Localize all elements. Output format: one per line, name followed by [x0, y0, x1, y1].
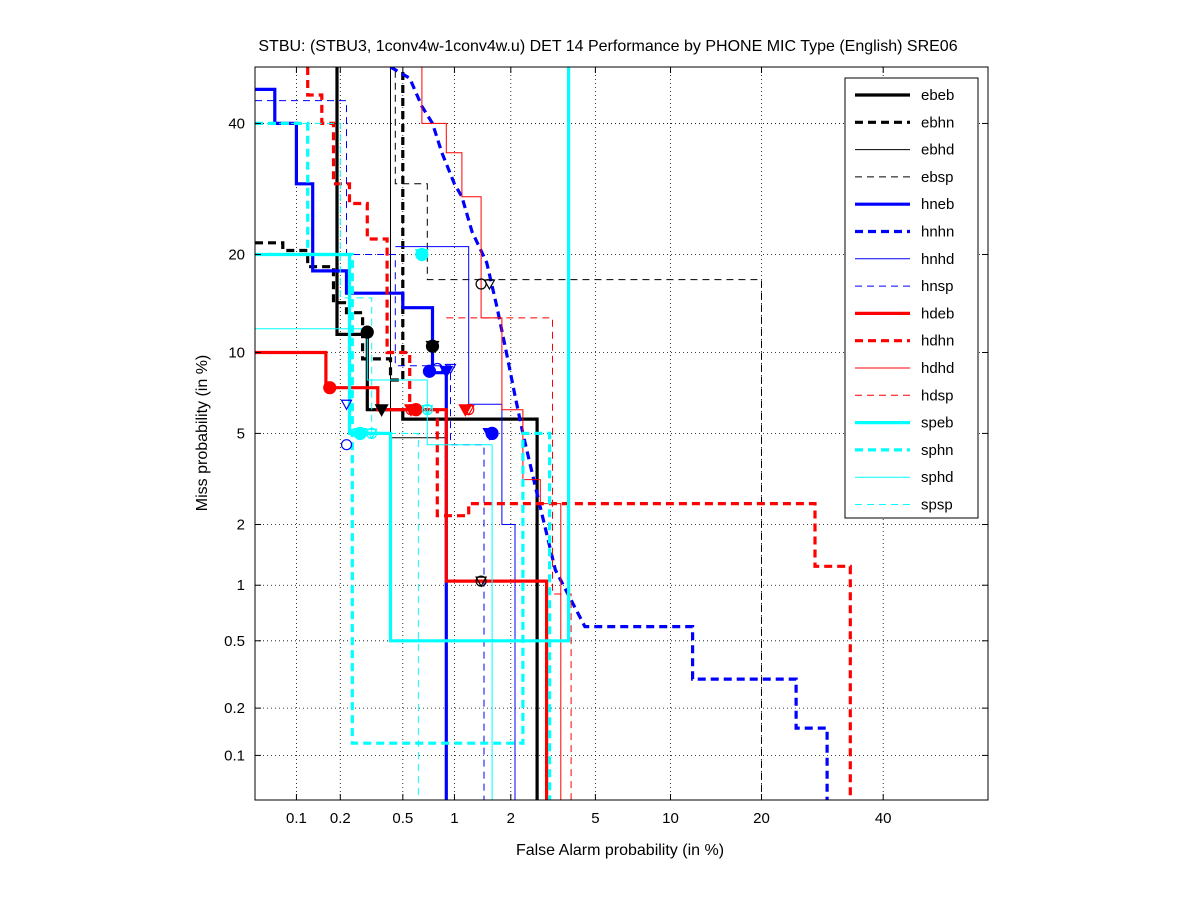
y-tick-label: 20 — [228, 246, 245, 263]
y-axis-label: Miss probability (in %) — [194, 355, 211, 511]
act-dcf-marker-hnhn — [482, 428, 497, 441]
chart-title: STBU: (STBU3, 1conv4w-1conv4w.u) DET 14 … — [258, 38, 957, 55]
act-dcf-marker-sphn — [414, 249, 429, 262]
legend-label-ebsp: ebsp — [921, 169, 954, 186]
legend-box — [844, 77, 979, 519]
y-tick-label: 1 — [237, 577, 245, 594]
act-dcf-marker-speb — [353, 428, 368, 441]
series-line-sphn — [255, 121, 552, 800]
act-dcf-marker-sphd — [421, 405, 434, 416]
y-tick-label: 5 — [237, 425, 245, 442]
series-line-spsp — [255, 122, 419, 800]
legend-label-hdsp: hdsp — [921, 387, 954, 404]
y-tick-label: 0.2 — [224, 700, 245, 717]
legend-label-hneb: hneb — [921, 196, 954, 213]
act-dcf-marker-spsp — [365, 428, 378, 440]
legend-label-hnsp: hnsp — [921, 278, 954, 295]
series-line-hdsp — [446, 317, 572, 800]
legend-label-ebeb: ebeb — [921, 87, 954, 104]
series-line-hdhn — [306, 67, 852, 800]
legend-label-hdeb: hdeb — [921, 305, 954, 322]
y-tick-label: 10 — [228, 344, 245, 361]
act-dcf-marker-hdhd — [462, 405, 475, 416]
x-tick-label: 0.2 — [330, 810, 351, 827]
legend-label-hnhd: hnhd — [921, 251, 954, 268]
legend-label-ebhd: ebhd — [921, 142, 954, 159]
x-tick-label: 0.1 — [286, 810, 307, 827]
legend-label-hdhn: hdhn — [921, 333, 954, 350]
y-tick-label: 0.1 — [224, 747, 245, 764]
act-dcf-marker-ebhn — [425, 340, 440, 354]
legend-label-hnhn: hnhn — [921, 224, 954, 241]
min-dcf-marker-ebeb — [360, 325, 374, 339]
min-dcf-marker-hdeb — [323, 381, 337, 395]
min-dcf-marker-hnsp — [340, 439, 353, 451]
axis-ticks: 0.1 0.2 0.5 1 2 5 10 20 40 0.1 0.2 0.5 1 2 5 10 20 40 — [224, 67, 988, 827]
act-dcf-marker-hdsp — [404, 405, 418, 416]
y-tick-label: 0.5 — [224, 633, 245, 650]
legend-label-hdhd: hdhd — [921, 360, 954, 377]
legend-label-sphn: sphn — [921, 442, 954, 459]
x-tick-label: 2 — [507, 810, 515, 827]
x-tick-label: 40 — [875, 810, 892, 827]
act-dcf-marker-hnhd — [444, 363, 457, 375]
series-line-ebsp — [255, 67, 762, 800]
legend-label-ebhn: ebhn — [921, 114, 954, 131]
series-line-hnhn — [389, 67, 829, 800]
legend: ebeb ebhn ebhd ebsp hneb hnhn hnhd hnsp hdeb hdhn… — [844, 77, 979, 519]
x-tick-label: 10 — [662, 810, 679, 827]
dcf-markers — [323, 247, 499, 588]
y-tick-label: 40 — [228, 115, 245, 132]
series-line-hdhd — [390, 67, 562, 800]
x-tick-label: 0.5 — [392, 810, 413, 827]
x-tick-label: 1 — [450, 810, 458, 827]
min-dcf-marker-hnhd — [431, 362, 443, 375]
act-dcf-marker-ebhd — [475, 576, 488, 588]
x-axis-label: False Alarm probability (in %) — [516, 842, 724, 859]
act-dcf-marker-hnsp — [340, 399, 353, 411]
act-dcf-marker-ebsp — [483, 279, 496, 291]
legend-label-spsp: spsp — [921, 497, 953, 514]
x-tick-label: 5 — [591, 810, 599, 827]
y-tick-label: 2 — [237, 516, 245, 533]
act-dcf-marker-ebeb — [374, 404, 389, 417]
act-dcf-marker-hdhn — [458, 404, 473, 417]
legend-label-speb: speb — [921, 415, 954, 432]
legend-label-sphd: sphd — [921, 469, 954, 486]
x-tick-label: 20 — [753, 810, 770, 827]
